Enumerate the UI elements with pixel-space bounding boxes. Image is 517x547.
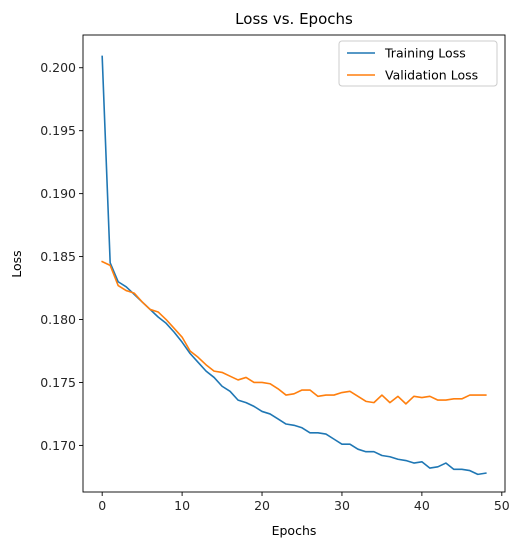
x-axis-label: Epochs <box>272 523 317 538</box>
y-axis-label: Loss <box>9 250 24 277</box>
y-tick-label: 0.185 <box>40 249 76 264</box>
legend: Training Loss Validation Loss <box>338 40 498 87</box>
y-tick-label: 0.200 <box>40 60 76 75</box>
legend-box <box>338 40 498 87</box>
chart-title: Loss vs. Epochs <box>235 10 353 28</box>
y-tick-label: 0.170 <box>40 438 76 453</box>
plot-area: 0 10 20 30 40 50 0.170 0.175 0.180 0.185 0.190 0.19… <box>40 34 510 513</box>
series-line-validation-loss <box>101 260 487 405</box>
y-tick-label: 0.175 <box>40 375 76 390</box>
y-tick-label: 0.180 <box>40 312 76 327</box>
x-tick-label: 50 <box>494 498 510 513</box>
x-tick-label: 20 <box>254 498 270 513</box>
y-tick-label: 0.190 <box>40 186 76 201</box>
y-tick-label: 0.195 <box>40 123 76 138</box>
x-tick-label: 0 <box>98 498 106 513</box>
axes-frame <box>82 34 506 493</box>
x-tick-label: 10 <box>174 498 190 513</box>
series-line-training-loss <box>101 55 487 476</box>
x-tick-label: 30 <box>334 498 350 513</box>
legend-label-training-loss: Training Loss <box>384 46 466 61</box>
x-tick-label: 40 <box>414 498 430 513</box>
legend-label-validation-loss: Validation Loss <box>385 68 478 83</box>
